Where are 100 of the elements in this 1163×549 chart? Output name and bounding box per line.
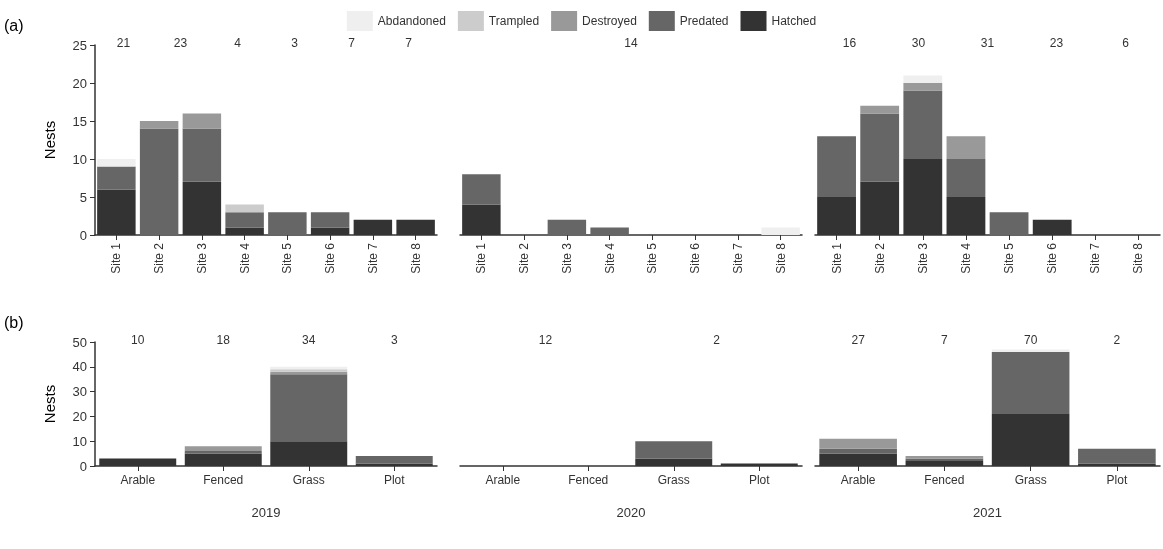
bar: [270, 374, 348, 442]
bar: [819, 438, 897, 449]
y-tick-label: 0: [79, 227, 87, 243]
x-tick-label: Grass: [657, 473, 690, 487]
annotation: 27: [851, 333, 866, 347]
annotation: 7: [348, 36, 356, 50]
annotation: 21: [116, 36, 131, 50]
bar: [355, 456, 433, 464]
x-tick-label: Grass: [292, 473, 325, 487]
annotation: 10: [131, 333, 145, 347]
x-tick-label: Grass: [1014, 473, 1047, 487]
y-tick-label: 15: [72, 113, 87, 129]
x-tick-label: Site 8: [773, 242, 788, 274]
bar: [590, 227, 629, 235]
x-tick-label: Site 2: [517, 242, 532, 274]
bar: [819, 448, 897, 454]
bar: [97, 159, 136, 167]
bar: [860, 105, 900, 114]
x-tick-label: Fenced: [924, 473, 965, 487]
annotation: 7: [405, 36, 413, 50]
x-tick-label: Fenced: [568, 473, 609, 487]
x-tick-label: Site 4: [958, 242, 973, 274]
chart-title: (a): [4, 16, 24, 34]
bar: [860, 113, 900, 182]
x-tick-label: Site 3: [194, 242, 209, 274]
annotation: 31: [980, 36, 995, 50]
bar: [547, 219, 587, 235]
y-tick-label: 5: [79, 189, 87, 205]
x-tick-label: Site 7: [730, 242, 745, 274]
annotation: 6: [1122, 36, 1130, 50]
x-tick-label: Arable: [120, 473, 156, 487]
y-tick-label: 20: [72, 408, 87, 424]
annotation: 14: [624, 36, 638, 50]
x-tick-label: Plot: [1106, 473, 1128, 487]
y-tick-label: 25: [72, 37, 87, 53]
bar: [462, 174, 501, 205]
x-tick-label: Site 6: [688, 242, 703, 274]
bar: [989, 212, 1029, 235]
bar: [817, 136, 856, 197]
annotation: 4: [234, 36, 242, 50]
x-tick-label: Site 2: [872, 242, 887, 274]
annotation: 3: [390, 333, 398, 347]
annotation: 30: [911, 36, 926, 50]
bar: [310, 212, 350, 228]
x-tick-label: Site 4: [602, 242, 617, 274]
x-tick-label: Arable: [485, 473, 521, 487]
x-tick-label: Site 6: [1045, 242, 1060, 274]
x-tick-label: Site 5: [1002, 242, 1017, 274]
x-tick-label: Site 5: [645, 242, 660, 274]
annotation: 2: [713, 333, 721, 347]
x-tick-label: Site 6: [323, 242, 338, 274]
x-tick-label: Site 5: [280, 242, 295, 274]
annotation: 2: [1113, 333, 1121, 347]
bar: [946, 136, 986, 159]
x-tick-label: Plot: [748, 473, 771, 487]
annotation: 23: [173, 36, 188, 50]
y-tick-label: 30: [72, 384, 87, 400]
y-axis-title: Nests: [41, 120, 58, 160]
y-tick-label: 50: [72, 334, 87, 350]
bar: [182, 128, 222, 182]
bar: [903, 75, 943, 83]
y-axis-title: Nests: [41, 384, 58, 424]
annotation: 7: [941, 333, 949, 347]
bar: [139, 121, 179, 129]
x-tick-label: Site 7: [365, 242, 380, 274]
x-axis-title: 2019: [251, 505, 281, 520]
chart-title: (b): [4, 313, 24, 331]
x-tick-label: Site 3: [559, 242, 574, 274]
bar: [268, 212, 307, 235]
x-tick-label: Site 1: [474, 242, 489, 274]
legend-label: Hatched: [771, 14, 817, 28]
bar: [1078, 448, 1156, 464]
bar: [761, 227, 800, 235]
bar: [991, 351, 1070, 414]
x-tick-label: Site 3: [915, 242, 930, 274]
x-tick-label: Plot: [383, 473, 406, 487]
bar: [946, 159, 986, 197]
annotation: 12: [538, 333, 553, 347]
bar: [97, 166, 136, 190]
x-axis-title: 2021: [973, 505, 1002, 520]
y-tick-label: 10: [72, 433, 87, 449]
annotation: 23: [1049, 36, 1064, 50]
legend-label: Trampled: [488, 14, 540, 28]
annotation: 16: [842, 36, 857, 50]
bar: [184, 451, 262, 454]
annotation: 18: [216, 333, 231, 347]
bar: [184, 446, 262, 452]
bar: [903, 83, 943, 91]
x-tick-label: Arable: [840, 473, 876, 487]
bar: [225, 212, 264, 228]
bar: [139, 128, 179, 235]
legend-label: Predated: [679, 14, 729, 28]
bar: [182, 113, 222, 129]
y-tick-label: 40: [72, 359, 87, 375]
x-axis-title: 2020: [616, 505, 646, 520]
x-tick-label: Fenced: [203, 473, 244, 487]
x-tick-label: Site 4: [237, 242, 252, 274]
x-tick-label: Site 1: [109, 242, 124, 274]
annotation: 3: [291, 36, 299, 50]
bar: [225, 204, 264, 213]
